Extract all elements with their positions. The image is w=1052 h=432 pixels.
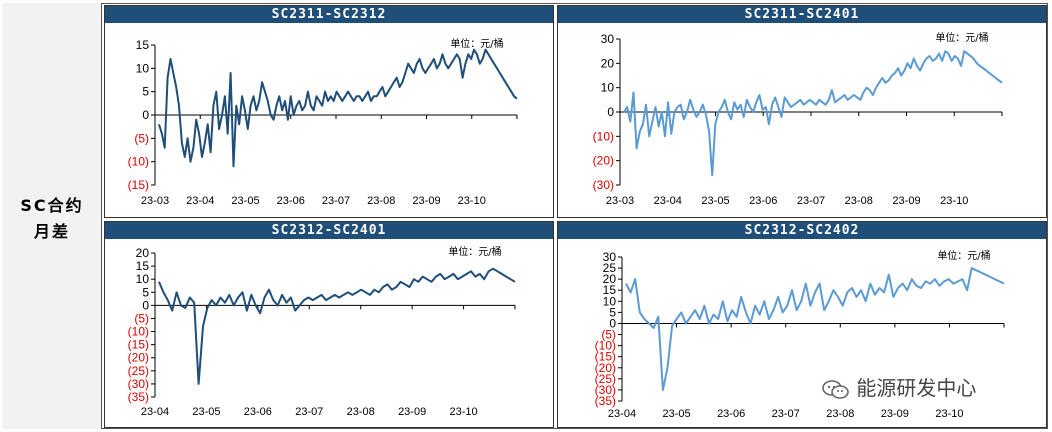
x-tick-label: 23-07 xyxy=(295,406,323,418)
x-tick-label: 23-06 xyxy=(749,195,777,207)
chart-title: SC2311-SC2401 xyxy=(558,6,1046,23)
y-tick-label: 10 xyxy=(136,272,150,286)
y-tick-label: 0 xyxy=(609,316,616,330)
y-tick-label: 15 xyxy=(603,283,617,297)
y-tick-label: (30) xyxy=(128,377,149,391)
y-tick-label: (20) xyxy=(593,154,614,168)
y-tick-label: 15 xyxy=(136,259,150,273)
unit-label: 单位：元/桶 xyxy=(450,37,503,50)
y-tick-label: (15) xyxy=(128,178,149,192)
x-tick-label: 23-06 xyxy=(277,195,305,207)
unit-label: 单位：元/桶 xyxy=(448,245,501,258)
y-tick-label: 30 xyxy=(601,32,615,46)
x-tick-label: 23-03 xyxy=(606,195,634,207)
x-tick-label: 23-08 xyxy=(845,195,873,207)
x-tick-label: 23-09 xyxy=(412,195,440,207)
unit-label: 单位：元/桶 xyxy=(935,31,988,44)
y-tick-label: 20 xyxy=(136,246,150,260)
series-line xyxy=(158,267,516,385)
x-tick-label: 23-07 xyxy=(797,195,825,207)
x-tick-label: 23-08 xyxy=(347,406,375,418)
y-tick-label: 15 xyxy=(136,38,150,52)
series-line xyxy=(625,267,1005,391)
row-header: SC合约 月差 xyxy=(2,3,102,429)
x-tick-label: 23-07 xyxy=(772,408,800,420)
y-tick-label: 25 xyxy=(603,261,617,275)
unit-label: 单位：元/桶 xyxy=(937,249,990,262)
y-tick-label: (5) xyxy=(601,328,616,342)
y-tick-label: 10 xyxy=(136,61,150,75)
y-tick-label: (20) xyxy=(128,351,149,365)
x-tick-label: 23-05 xyxy=(701,195,729,207)
y-tick-label: 0 xyxy=(142,298,149,312)
chart-panel-sc2311-sc2312: SC2311-SC2312 15 10 5 0 (5) (10) (15) 23-03 23-0… xyxy=(104,5,554,218)
series-line xyxy=(623,50,1003,177)
x-tick-label: 23-10 xyxy=(458,195,486,207)
x-tick-label: 23-07 xyxy=(322,195,350,207)
x-tick-label: 23-05 xyxy=(192,406,220,418)
x-tick-label: 23-08 xyxy=(367,195,395,207)
chart-panel-sc2312-sc2401: SC2312-SC2401 20 15 10 5 0 (5) (10) (15) (20) (25… xyxy=(104,221,554,428)
y-tick-label: (25) xyxy=(595,372,616,386)
y-tick-label: 5 xyxy=(142,85,149,99)
y-tick-label: 30 xyxy=(603,250,617,264)
y-tick-label: (20) xyxy=(595,361,616,375)
chart-title: SC2311-SC2312 xyxy=(105,6,553,23)
x-tick-label: 23-06 xyxy=(717,408,745,420)
y-tick-label: (10) xyxy=(595,339,616,353)
y-tick-label: (35) xyxy=(128,390,149,404)
y-tick-label: 5 xyxy=(609,305,616,319)
wechat-icon xyxy=(822,379,850,401)
x-tick-label: 23-04 xyxy=(608,408,636,420)
y-tick-label: (5) xyxy=(134,131,149,145)
y-tick-label: 0 xyxy=(607,105,614,119)
x-tick-label: 23-05 xyxy=(231,195,259,207)
chart-panel-sc2311-sc2401: SC2311-SC2401 30 20 10 0 (10) (20) (30) 23-03 23… xyxy=(557,5,1047,218)
x-tick-label: 23-04 xyxy=(654,195,682,207)
x-tick-label: 23-09 xyxy=(892,195,920,207)
chart-title: SC2312-SC2401 xyxy=(105,222,553,239)
x-tick-label: 23-03 xyxy=(141,195,169,207)
y-tick-label: (25) xyxy=(128,364,149,378)
y-tick-label: 10 xyxy=(603,294,617,308)
y-tick-label: 20 xyxy=(603,272,617,286)
y-tick-label: (15) xyxy=(128,338,149,352)
watermark-text: 能源研发中心 xyxy=(856,376,977,400)
y-tick-label: (10) xyxy=(128,155,149,169)
y-tick-label: (30) xyxy=(593,178,614,192)
y-tick-label: 0 xyxy=(142,108,149,122)
x-tick-label: 23-10 xyxy=(450,406,478,418)
y-tick-label: (30) xyxy=(595,383,616,397)
y-tick-label: (5) xyxy=(134,311,149,325)
y-tick-label: (10) xyxy=(128,325,149,339)
line-chart: 30 20 10 0 (10) (20) (30) 23-03 23-04 23-05 23-06 2… xyxy=(593,31,1003,207)
x-tick-label: 23-04 xyxy=(141,406,169,418)
watermark: 能源研发中心 xyxy=(822,372,976,401)
x-tick-label: 23-10 xyxy=(935,408,963,420)
row-header-label: SC合约 月差 xyxy=(20,196,84,241)
y-tick-label: 20 xyxy=(601,56,615,70)
x-tick-label: 23-08 xyxy=(826,408,854,420)
x-tick-label: 23-05 xyxy=(663,408,691,420)
line-chart: 302520151050(5)(10)(15)(20)(25)(30)(35)2… xyxy=(595,249,1005,420)
chart-panel-sc2312-sc2402: SC2312-SC2402 30 25 20 15 10 5 0 (5) (10) (15) (20… xyxy=(557,221,1047,428)
x-tick-label: 23-10 xyxy=(940,195,968,207)
x-tick-label: 23-06 xyxy=(244,406,272,418)
y-tick-label: 10 xyxy=(601,81,615,95)
x-tick-label: 23-04 xyxy=(186,195,214,207)
y-tick-label: 5 xyxy=(142,285,149,299)
line-chart: 15 10 5 0 (5) (10) (15) 23-03 23-04 23-05 23-06 23-… xyxy=(128,37,518,207)
y-tick-label: (35) xyxy=(595,394,616,408)
chart-title: SC2312-SC2402 xyxy=(558,222,1046,239)
x-tick-label: 23-09 xyxy=(881,408,909,420)
x-tick-label: 23-09 xyxy=(398,406,426,418)
y-tick-label: (10) xyxy=(593,129,614,143)
series-line xyxy=(158,48,518,168)
y-tick-label: (15) xyxy=(595,350,616,364)
